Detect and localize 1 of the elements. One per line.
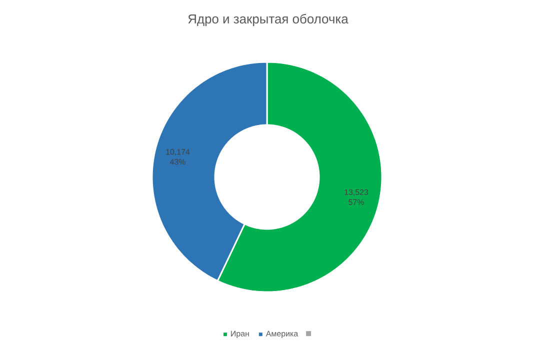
chart-title: Ядро и закрытая оболочка bbox=[188, 14, 348, 26]
